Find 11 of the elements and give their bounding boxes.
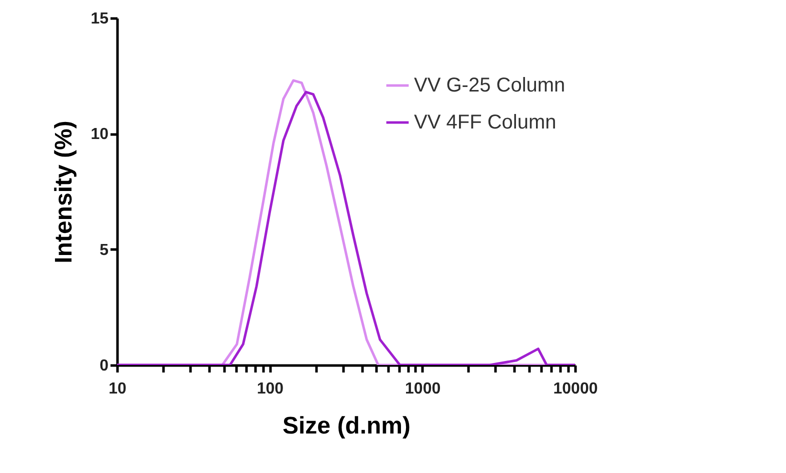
legend-label: VV 4FF Column bbox=[414, 112, 556, 134]
y-tick-label: 5 bbox=[100, 242, 109, 259]
y-tick-label: 15 bbox=[90, 10, 109, 28]
y-axis-title: Intensity (%) bbox=[50, 120, 78, 264]
y-tick-label: 0 bbox=[100, 358, 109, 374]
x-axis-title: Size (d.nm) bbox=[282, 412, 411, 440]
x-tick-label: 1000 bbox=[405, 380, 441, 398]
x-tick-label: 100 bbox=[256, 380, 284, 398]
legend-label: VV G-25 Column bbox=[414, 74, 566, 96]
y-tick-label: 10 bbox=[90, 126, 109, 144]
x-tick-label: 10000 bbox=[553, 380, 598, 398]
